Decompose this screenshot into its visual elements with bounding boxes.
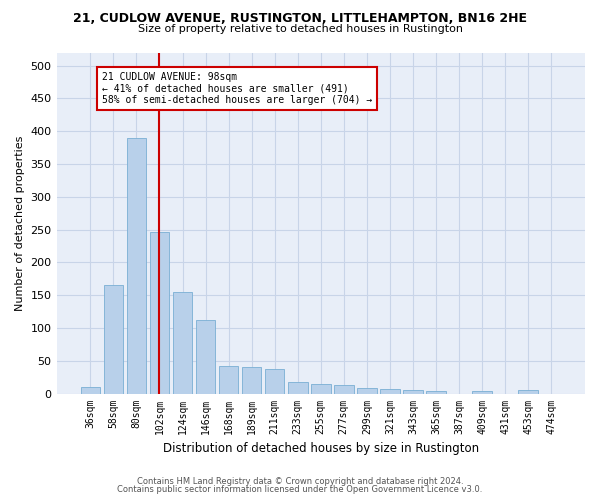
Bar [403,390,423,394]
Bar [334,385,353,394]
Bar [196,320,215,394]
Bar [242,368,262,394]
Text: Size of property relative to detached houses in Rustington: Size of property relative to detached ho… [137,24,463,34]
Bar [104,286,123,394]
Bar [127,138,146,394]
Bar [426,391,446,394]
Y-axis label: Number of detached properties: Number of detached properties [15,136,25,310]
Bar [219,366,238,394]
Text: Contains HM Land Registry data © Crown copyright and database right 2024.: Contains HM Land Registry data © Crown c… [137,477,463,486]
Bar [265,368,284,394]
Bar [149,232,169,394]
Bar [380,389,400,394]
Text: Contains public sector information licensed under the Open Government Licence v3: Contains public sector information licen… [118,484,482,494]
Bar [472,391,492,394]
Text: 21 CUDLOW AVENUE: 98sqm
← 41% of detached houses are smaller (491)
58% of semi-d: 21 CUDLOW AVENUE: 98sqm ← 41% of detache… [102,72,372,106]
Bar [357,388,377,394]
X-axis label: Distribution of detached houses by size in Rustington: Distribution of detached houses by size … [163,442,479,455]
Bar [518,390,538,394]
Text: 21, CUDLOW AVENUE, RUSTINGTON, LITTLEHAMPTON, BN16 2HE: 21, CUDLOW AVENUE, RUSTINGTON, LITTLEHAM… [73,12,527,26]
Bar [288,382,308,394]
Bar [80,387,100,394]
Bar [173,292,193,394]
Bar [311,384,331,394]
